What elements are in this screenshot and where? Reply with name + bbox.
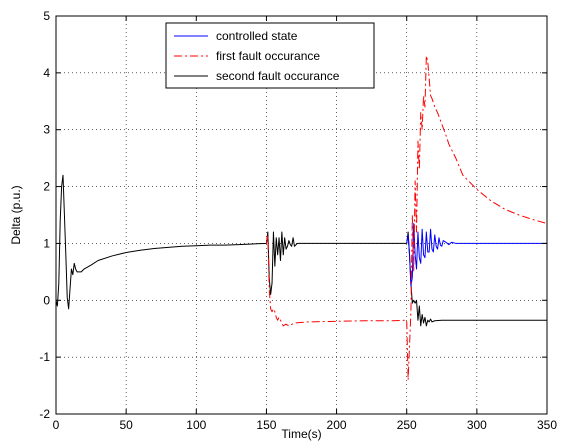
- y-tick-label: -2: [39, 407, 50, 421]
- series-layer: [56, 55, 547, 381]
- y-tick-label: -1: [39, 350, 50, 364]
- x-tick-label: 250: [397, 418, 417, 432]
- x-tick-label: 300: [467, 418, 487, 432]
- legend-box: [165, 22, 375, 89]
- legend: controlled state first fault occurance s…: [165, 22, 375, 89]
- legend-label-first-fault: first fault occurance: [216, 49, 320, 63]
- y-tick-label: 3: [43, 123, 50, 137]
- y-tick-label: 4: [43, 66, 50, 80]
- x-tick-label: 50: [119, 418, 133, 432]
- x-axis-label: Time(s): [281, 427, 321, 441]
- legend-label-controlled-state: controlled state: [216, 29, 298, 43]
- y-tick-label: 1: [43, 236, 50, 250]
- x-tick-label: 100: [186, 418, 206, 432]
- y-tick-label: 0: [43, 293, 50, 307]
- legend-label-second-fault: second fault occurance: [216, 69, 340, 83]
- x-tick-label: 350: [537, 418, 557, 432]
- y-tick-label: 5: [43, 9, 50, 23]
- series-line-1: [265, 55, 547, 381]
- x-tick-label: 200: [327, 418, 347, 432]
- x-tick-label: 0: [53, 418, 60, 432]
- y-axis-label: Delta (p.u.): [9, 185, 23, 244]
- plot-frame: [55, 15, 548, 415]
- axis-ticks: 0 50 100 150 200 250 300 350 -2 -1 0 1 2 3 4 5: [39, 9, 557, 432]
- series-line-0: [406, 223, 547, 287]
- y-tick-label: 2: [43, 180, 50, 194]
- x-tick-label: 150: [256, 418, 276, 432]
- series-line-2: [56, 174, 547, 327]
